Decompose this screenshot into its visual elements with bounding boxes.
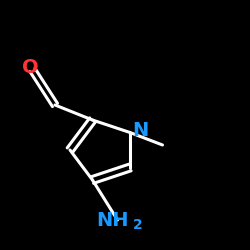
Text: O: O [22,58,38,77]
Text: N: N [132,120,148,140]
Text: NH: NH [96,210,129,230]
Text: 2: 2 [132,218,142,232]
